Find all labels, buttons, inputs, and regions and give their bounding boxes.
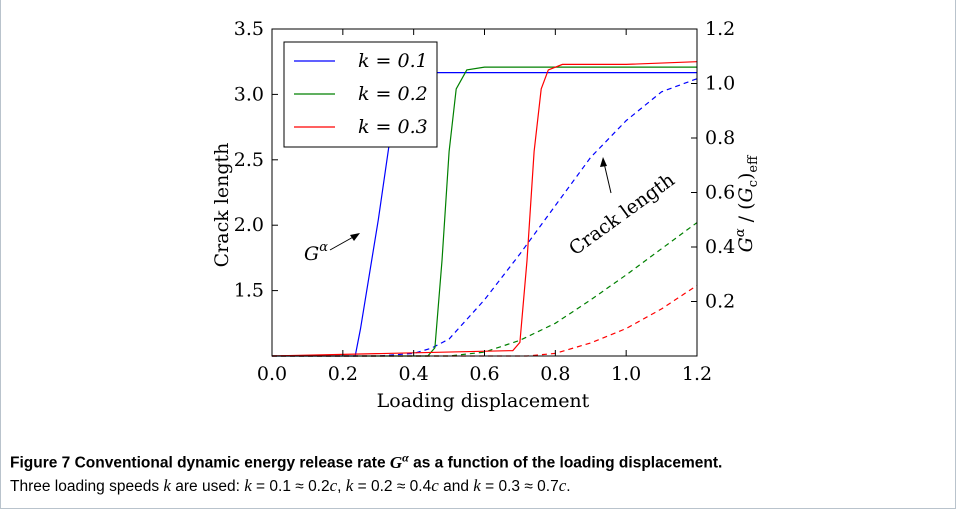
crack-length-line-series-0 — [272, 78, 698, 357]
legend-label-k01: k = 0.1 — [358, 50, 428, 72]
y-axis-left-label: Crack length — [211, 143, 233, 268]
x-tick-label: 1.0 — [611, 363, 641, 385]
y-left-tick-label: 2.0 — [234, 214, 264, 236]
y-left-tick-label: 1.5 — [234, 280, 264, 302]
legend-label-k02: k = 0.2 — [358, 83, 428, 105]
plot-area: 0.0 0.2 0.4 0.6 0.8 1.0 1.2 1.5 2.0 2.5 3.0 3.5 0.2 0… — [234, 18, 735, 385]
svg-text:Gα: Gα — [304, 240, 328, 265]
x-tick-label: 0.6 — [469, 363, 499, 385]
y-right-tick-label: 0.8 — [705, 127, 735, 149]
y-left-tick-label: 3.0 — [234, 83, 264, 105]
crack-length-line-series-2 — [272, 284, 698, 357]
svg-text:Gα / (Gc)eff: Gα / (Gc)eff — [733, 154, 761, 252]
chart: 0.0 0.2 0.4 0.6 0.8 1.0 1.2 1.5 2.0 2.5 3.0 3.5 0.2 0… — [211, 18, 761, 412]
g-alpha-line-series-2 — [271, 61, 698, 357]
g-alpha-line-series-1 — [272, 66, 697, 357]
x-tick-label: 0.0 — [257, 363, 287, 385]
y-left-tick-label: 2.5 — [234, 149, 264, 171]
x-tick-label: 0.2 — [328, 363, 358, 385]
y-axis-right-label: Gα / (Gc)eff — [733, 154, 761, 252]
figure-caption: Figure 7 Conventional dynamic energy rel… — [10, 446, 940, 498]
annotation-crack-length: Crack length — [565, 157, 679, 260]
y-right-tick-label: 0.4 — [705, 236, 735, 258]
legend: k = 0.1 k = 0.2 k = 0.3 — [283, 41, 438, 148]
caption-title: Figure 7 Conventional dynamic energy rel… — [10, 450, 723, 472]
x-tick-label: 1.2 — [682, 363, 712, 385]
annotation-g-alpha: Gα — [304, 233, 360, 265]
x-axis-label: Loading displacement — [377, 390, 590, 412]
y-right-tick-label: 1.0 — [705, 73, 735, 95]
x-tick-label: 0.8 — [540, 363, 570, 385]
x-tick-label: 0.4 — [399, 363, 429, 385]
legend-label-k03: k = 0.3 — [358, 116, 428, 138]
y-right-tick-label: 0.2 — [705, 291, 735, 313]
crack-length-line-series-1 — [272, 222, 698, 357]
y-left-tick-label: 3.5 — [234, 18, 264, 40]
y-right-tick-label: 1.2 — [705, 18, 735, 40]
y-right-tick-label: 0.6 — [705, 182, 735, 204]
caption-body: Three loading speeds k are used: k = 0.1… — [10, 475, 571, 495]
svg-text:Crack length: Crack length — [565, 169, 679, 260]
